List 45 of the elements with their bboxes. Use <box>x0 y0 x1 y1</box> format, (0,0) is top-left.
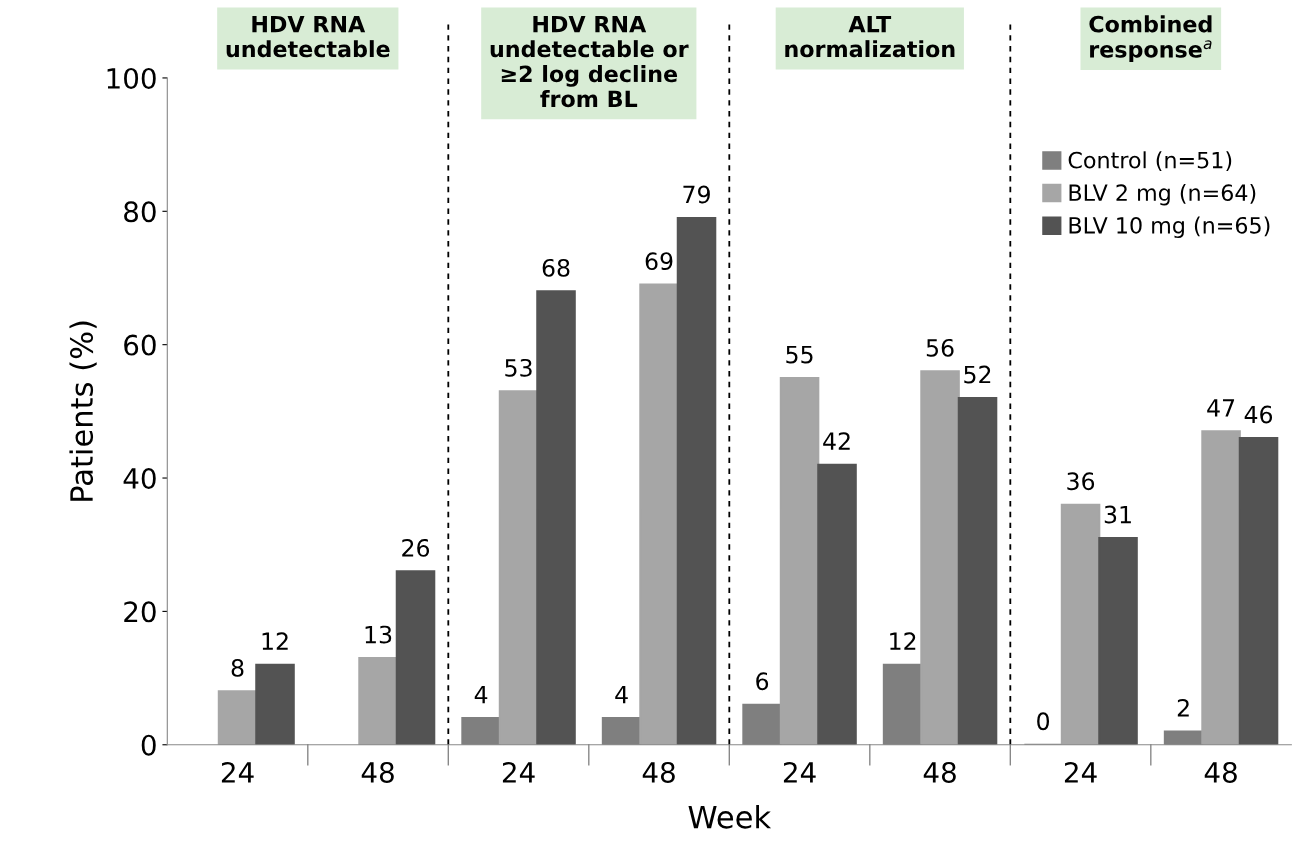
y-tick-label: 80 <box>124 201 156 223</box>
data-label: 2 <box>1177 698 1189 717</box>
x-tick-label: 48 <box>361 761 394 783</box>
data-label: 26 <box>402 538 430 557</box>
data-label: 4 <box>615 685 628 704</box>
x-tick-label: 24 <box>221 761 254 783</box>
text: Combined response$^{a}$ <box>1089 15 1212 63</box>
x-tick-label: 24 <box>783 761 816 783</box>
data-label: 52 <box>964 365 991 384</box>
data-label: 31 <box>1104 505 1131 524</box>
data-label: 55 <box>786 345 813 364</box>
data-label: 69 <box>645 252 673 271</box>
x-tick-label: 48 <box>642 761 675 783</box>
y-axis-title: Patients (%) <box>69 321 97 501</box>
data-label: 46 <box>1244 405 1273 424</box>
data-label: 0 <box>1037 712 1050 731</box>
legend-label: BLV 10 mg (n=65) <box>1069 216 1270 239</box>
data-label: 8 <box>231 658 244 677</box>
annotation: HDV RNA undetectable or ≥2 log decline from BL <box>490 15 689 108</box>
text: HDV RNA undetectable <box>226 15 390 58</box>
y-tick-label: 20 <box>124 601 156 623</box>
data-label: 53 <box>505 358 532 377</box>
x-tick-label: 24 <box>502 761 535 783</box>
x-axis-title: Week <box>688 804 772 829</box>
data-label: 12 <box>262 632 288 650</box>
x-tick-label: 48 <box>1204 761 1237 783</box>
data-label: 47 <box>1207 399 1235 417</box>
data-label: 13 <box>365 625 392 644</box>
data-label: 4 <box>474 685 488 704</box>
data-label: 42 <box>823 432 850 450</box>
y-tick-label: 40 <box>123 467 156 489</box>
y-tick-label: 0 <box>141 734 156 756</box>
data-label: 12 <box>890 632 916 650</box>
data-label: 79 <box>683 185 710 204</box>
y-tick-label: 100 <box>107 67 156 89</box>
legend-label: Control (n=51) <box>1068 151 1232 172</box>
legend-label: BLV 2 mg (n=64) <box>1069 183 1256 206</box>
data-label: 6 <box>756 672 769 691</box>
data-label: 36 <box>1067 472 1095 491</box>
data-label: 68 <box>542 258 570 277</box>
y-tick-label: 60 <box>124 334 156 356</box>
x-tick-label: 48 <box>923 761 956 783</box>
data-label: 56 <box>926 338 954 357</box>
text: ALT normalization <box>785 15 955 58</box>
x-tick-label: 24 <box>1064 761 1097 783</box>
